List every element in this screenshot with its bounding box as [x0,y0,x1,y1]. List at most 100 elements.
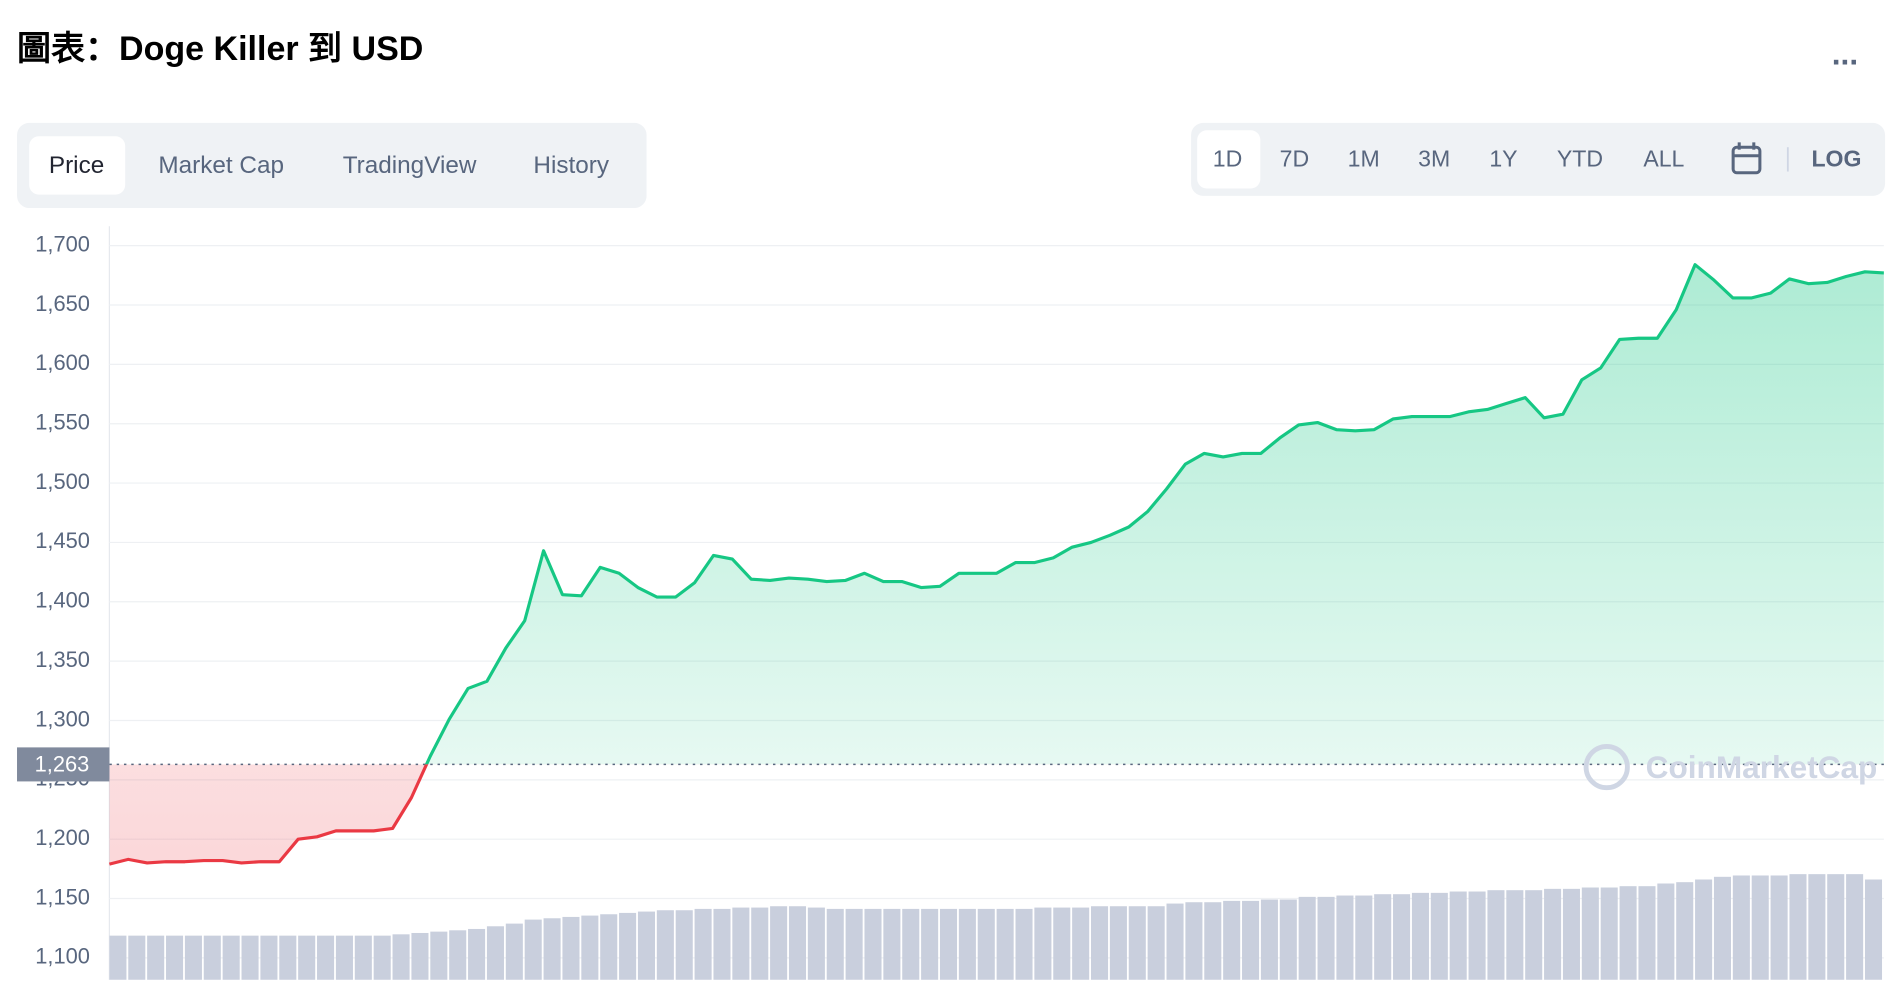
volume-bar [203,935,221,980]
tab[interactable]: Price [49,152,104,179]
volume-bar [260,935,278,980]
y-tick-label: 1,200 [35,825,90,850]
volume-bar [996,908,1014,980]
volume-bar [1732,875,1750,980]
volume-bar [392,934,410,980]
volume-bar [241,935,259,980]
tab[interactable]: TradingView [343,152,477,179]
volume-bar [1015,908,1033,980]
volume-bar [675,910,693,980]
volume-bar [1525,890,1543,980]
range-active-bg [1197,130,1261,189]
volume-bar [1411,892,1429,980]
range-button[interactable]: 3M [1418,146,1450,172]
calendar-button[interactable] [1731,142,1762,175]
volume-bar [1506,890,1524,980]
range-button[interactable]: 1Y [1489,146,1517,172]
y-tick-label: 1,100 [35,944,90,969]
volume-bar [1204,902,1222,980]
volume-bar [1657,883,1675,980]
volume-bar [1751,875,1769,980]
volume-bar [411,932,429,980]
volume-bar [902,908,920,980]
volume-bar [1298,896,1316,980]
range-button[interactable]: YTD [1557,146,1603,172]
log-button[interactable]: LOG [1811,146,1861,172]
price-area-down [109,764,427,865]
volume-bar [1789,874,1807,980]
watermark-logo [1583,743,1630,791]
volume-bar [1185,902,1203,980]
more-menu[interactable]: ... [1832,35,1858,71]
volume-bar [109,935,127,980]
reference-badge [17,747,110,782]
volume-bar [1374,894,1392,980]
volume-bar [826,908,844,980]
y-tick-label: 1,350 [35,647,90,672]
volume-bar [1846,874,1864,980]
tab-active-bg [29,136,126,195]
volume-bar [1676,882,1694,980]
volume-bar [128,935,146,980]
tab-bar [17,122,647,208]
y-tick-label: 1,550 [35,410,90,435]
volume-bar [1619,886,1637,980]
volume-bar [486,926,504,980]
volume-bar [1034,907,1052,980]
volume-bar [222,935,240,980]
volume-bar [1242,900,1260,980]
volume-bar [1336,895,1354,980]
range-button[interactable]: 1M [1348,146,1380,172]
volume-bar [1864,879,1883,980]
volume-bar [1260,899,1278,980]
y-tick-label: 1,650 [35,291,90,316]
volume-bar [562,916,580,980]
volume-bar [921,908,939,980]
tab[interactable]: History [533,152,609,179]
tab[interactable]: Market Cap [158,152,284,179]
y-tick-label: 1,500 [35,469,90,494]
volume-bar [732,907,750,980]
volume-bar [1638,886,1656,980]
volume-bar [468,928,486,980]
range-button[interactable]: ALL [1643,146,1684,172]
volume-bar [1393,894,1411,980]
volume-bar [1430,892,1448,980]
volume-bar [279,935,297,980]
volume-bar [505,923,523,980]
volume-bar [147,935,165,980]
page-title: 圖表：Doge Killer 到 USD [17,30,423,68]
volume-bar [1279,899,1297,980]
volume-bar [619,912,637,980]
volume-bar [1562,888,1580,980]
volume-bar [1695,879,1713,980]
volume-bar [543,918,561,980]
volume-bar [166,935,184,980]
volume-bar [1109,906,1127,980]
volume-bar [1600,887,1618,980]
volume-bar [1544,888,1562,980]
range-button[interactable]: 7D [1280,146,1310,172]
volume-bar [373,935,391,980]
volume-bar [939,908,958,980]
volume-bar [864,908,882,980]
price-line-down [108,764,429,866]
range-bar [1191,122,1886,196]
volume-bar [713,908,731,980]
volume-bar [1808,874,1826,980]
volume-bar [807,907,825,980]
range-button[interactable]: 1D [1213,146,1243,172]
volume-bar [1770,875,1788,980]
volume-bar [1091,906,1109,980]
y-tick-label: 1,400 [35,588,90,613]
volume-bar [751,907,769,980]
volume-bar [524,919,542,980]
volume-bar [1053,907,1071,980]
volume-bar [1581,887,1599,980]
volume-bar [1128,906,1146,980]
price-area [426,264,1884,765]
price-line [424,263,1884,765]
y-tick-label: 1,150 [35,884,90,909]
volume-bar [1166,903,1184,980]
